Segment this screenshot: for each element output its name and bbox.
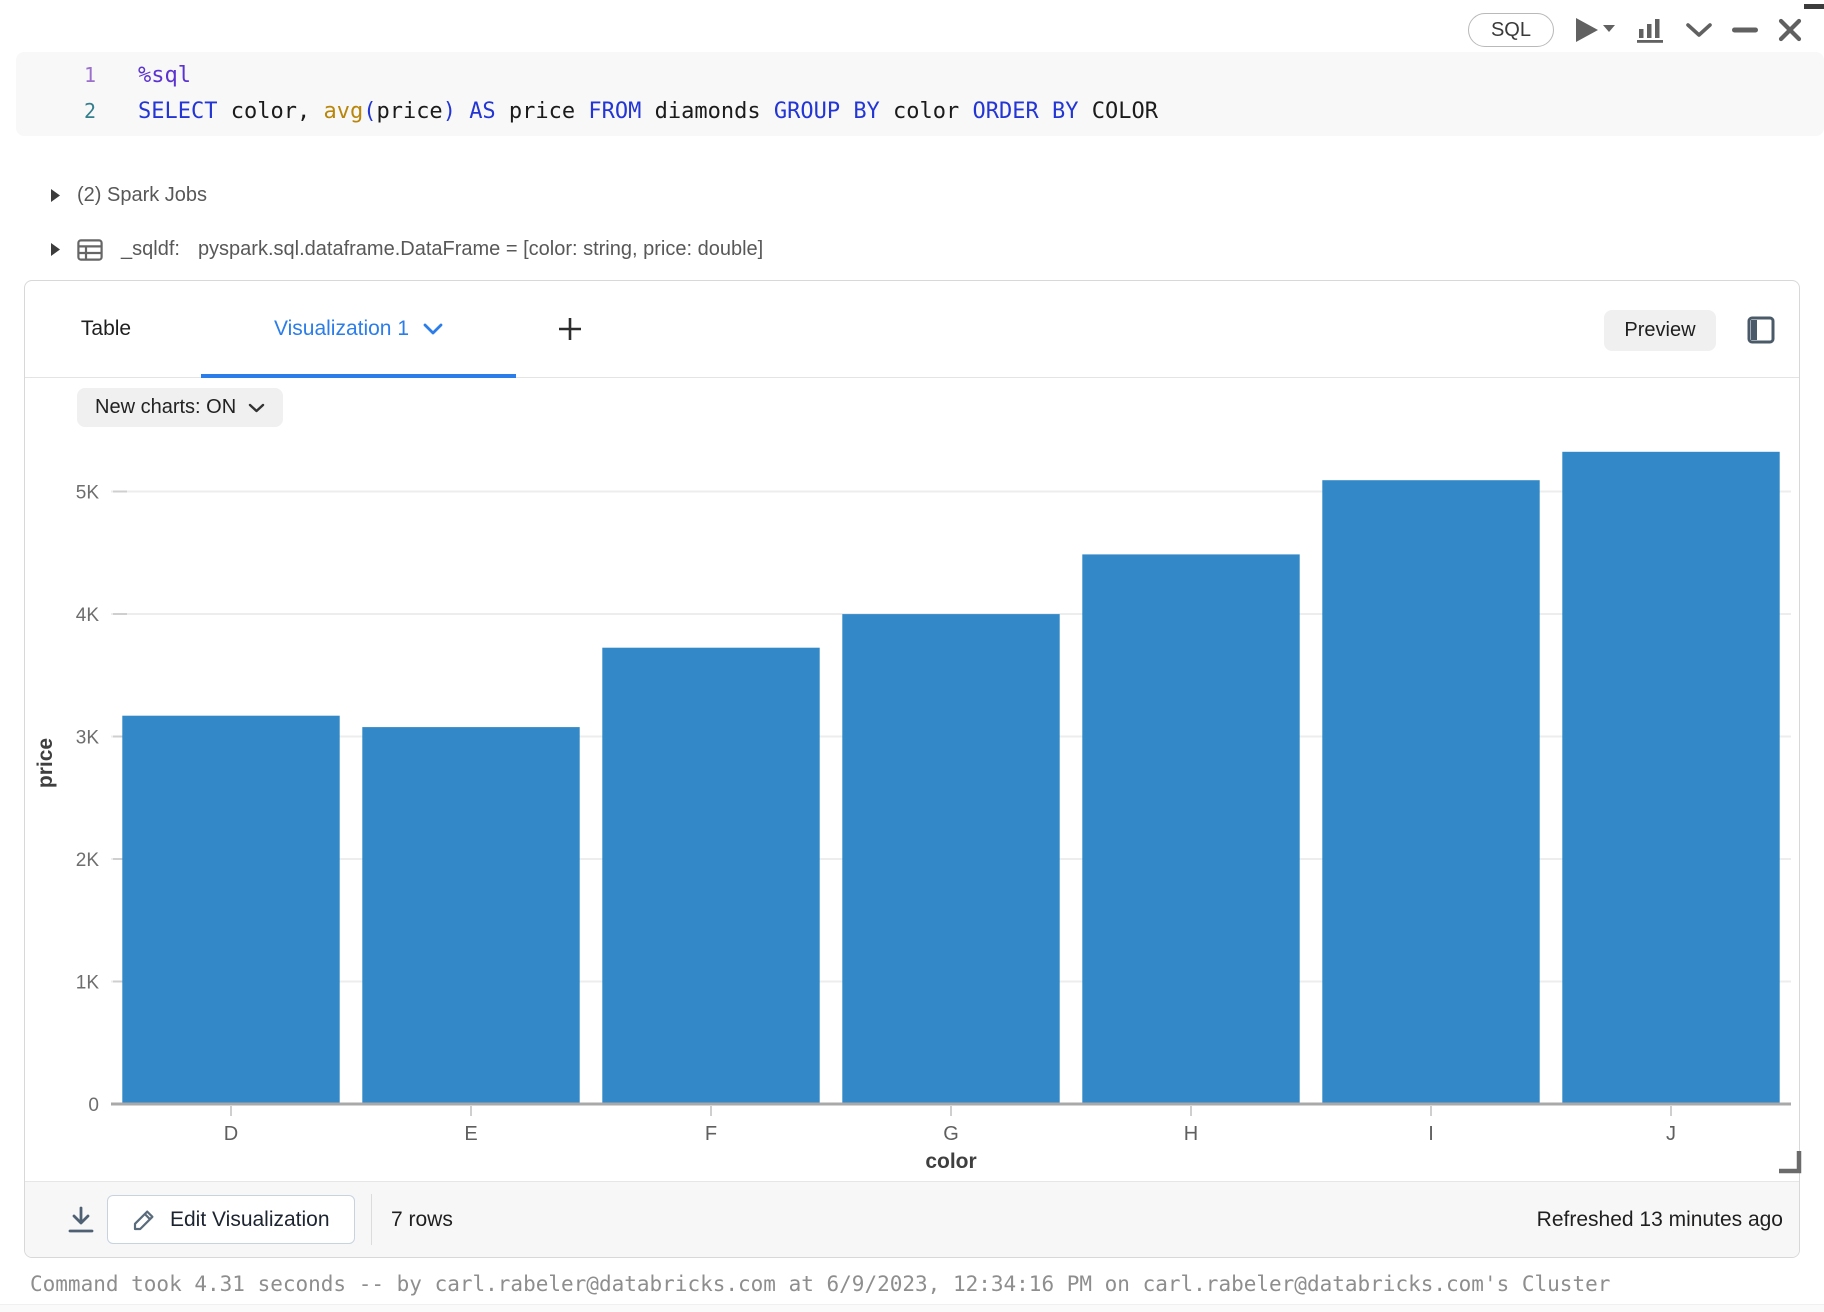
side-panel-toggle-button[interactable]	[1747, 316, 1775, 349]
y-axis-title: price	[34, 738, 57, 788]
line-number: 2	[83, 99, 96, 123]
pencil-icon	[133, 1210, 154, 1230]
bar-F[interactable]	[602, 647, 820, 1104]
new-charts-toggle[interactable]: New charts: ON	[77, 388, 284, 427]
chart-text: I	[1428, 1123, 1434, 1145]
disclosure-triangle-icon[interactable]	[50, 188, 61, 203]
chart-text: 3K	[76, 728, 100, 749]
code-line-1[interactable]: 1 %sql	[16, 58, 1824, 92]
run-cell-button[interactable]	[1574, 17, 1616, 43]
new-charts-label: New charts: ON	[95, 396, 237, 418]
sqldf-row[interactable]: _sqldf: pyspark.sql.dataframe.DataFrame …	[50, 238, 763, 261]
edit-visualization-button[interactable]: Edit Visualization	[107, 1195, 355, 1244]
chart-text: D	[224, 1123, 238, 1145]
scrollbar-thumb[interactable]	[1804, 4, 1824, 9]
tab-table[interactable]: Table	[80, 317, 132, 340]
download-results-button[interactable]	[59, 1198, 103, 1242]
results-tab-bar: Table Visualization 1 Preview	[25, 281, 1799, 378]
code-text: %sql	[138, 63, 191, 88]
bar-D[interactable]	[122, 715, 340, 1104]
close-cell-button[interactable]	[1778, 18, 1802, 42]
code-token-plain: diamonds	[641, 98, 774, 124]
preview-button[interactable]: Preview	[1604, 310, 1716, 351]
code-editor[interactable]: 1 %sql 2 SELECT color, avg(price) AS pri…	[16, 52, 1824, 136]
next-cell-edge	[0, 1304, 1824, 1312]
code-token-keyword: (	[363, 98, 377, 124]
chart-text: E	[464, 1123, 477, 1145]
active-tab-indicator	[201, 374, 516, 378]
bar-E[interactable]	[362, 727, 580, 1104]
chart-options-button[interactable]	[1636, 16, 1666, 44]
sqldf-type: pyspark.sql.dataframe.DataFrame = [color…	[197, 238, 764, 260]
tab-visualization-label: Visualization 1	[273, 317, 410, 340]
chevron-down-icon	[423, 323, 443, 335]
code-token-plain: price	[376, 98, 443, 124]
chart-text: 4K	[76, 605, 100, 626]
bar-I[interactable]	[1322, 480, 1540, 1104]
spark-jobs-row[interactable]: (2) Spark Jobs	[50, 184, 207, 207]
code-token-plain: price	[495, 98, 589, 124]
code-token-keyword: ORDER BY	[972, 98, 1079, 124]
results-panel: Table Visualization 1 Preview	[24, 280, 1803, 1258]
code-token-keyword: )	[442, 98, 456, 124]
chart-text: 2K	[76, 850, 100, 871]
chart-text: color	[925, 1150, 976, 1173]
minimize-cell-button[interactable]	[1732, 27, 1758, 33]
download-icon	[68, 1206, 94, 1233]
code-text: SELECT color, avg(price) AS price FROM d…	[138, 99, 1158, 124]
collapse-cell-button[interactable]	[1686, 22, 1712, 38]
minus-icon	[1732, 27, 1758, 33]
code-token-keyword: SELECT	[138, 98, 218, 124]
chart-text: 5K	[76, 483, 100, 504]
bar-J[interactable]	[1562, 451, 1780, 1104]
chart-text: 1K	[76, 973, 100, 994]
chart-resize-handle[interactable]	[1777, 1149, 1803, 1180]
disclosure-triangle-icon[interactable]	[50, 242, 61, 257]
edit-visualization-label: Edit Visualization	[170, 1207, 330, 1231]
chart-text: 0	[88, 1095, 99, 1116]
chart-text: F	[705, 1123, 717, 1145]
code-token-plain: COLOR	[1078, 98, 1158, 124]
tab-visualization-1[interactable]: Visualization 1	[201, 281, 516, 377]
spark-jobs-label: (2) Spark Jobs	[77, 184, 208, 206]
cell-toolbar: SQL	[1467, 10, 1802, 50]
play-icon	[1576, 18, 1615, 42]
close-icon	[1778, 18, 1802, 42]
chevron-down-icon	[248, 403, 265, 412]
code-token-keyword: AS	[469, 98, 496, 124]
sqldf-name: _sqldf:	[121, 238, 180, 260]
bar-G[interactable]	[842, 614, 1060, 1104]
language-selector-button[interactable]: SQL	[1467, 13, 1554, 47]
bar-H[interactable]	[1082, 554, 1300, 1104]
footer-divider	[371, 1194, 372, 1245]
dataframe-icon	[77, 238, 103, 261]
side-panel-icon	[1747, 316, 1775, 344]
command-status: Command took 4.31 seconds -- by carl.rab…	[30, 1272, 1611, 1296]
code-token-plain: color	[879, 98, 973, 124]
code-token-function: avg	[323, 98, 364, 124]
line-number: 1	[83, 63, 96, 87]
code-token-plain	[456, 99, 469, 124]
chart-text: J	[1666, 1123, 1676, 1145]
plus-icon	[559, 318, 581, 340]
row-count: 7 rows	[391, 1207, 453, 1231]
bar-chart-icon	[1637, 19, 1663, 43]
add-visualization-button[interactable]	[540, 281, 600, 377]
code-token-magic: %sql	[138, 62, 191, 88]
code-token-keyword: FROM	[588, 98, 642, 124]
code-token-plain: color,	[217, 98, 324, 124]
results-footer: Edit Visualization 7 rows Refreshed 13 m…	[25, 1181, 1799, 1257]
resize-corner-icon	[1779, 1151, 1802, 1174]
chart-text: H	[1184, 1123, 1198, 1145]
chevron-down-icon	[1686, 22, 1712, 37]
code-token-keyword: GROUP BY	[773, 98, 880, 124]
chart-text: G	[943, 1123, 959, 1145]
refreshed-timestamp: Refreshed 13 minutes ago	[1536, 1207, 1783, 1231]
code-line-2[interactable]: 2 SELECT color, avg(price) AS price FROM…	[16, 94, 1824, 128]
